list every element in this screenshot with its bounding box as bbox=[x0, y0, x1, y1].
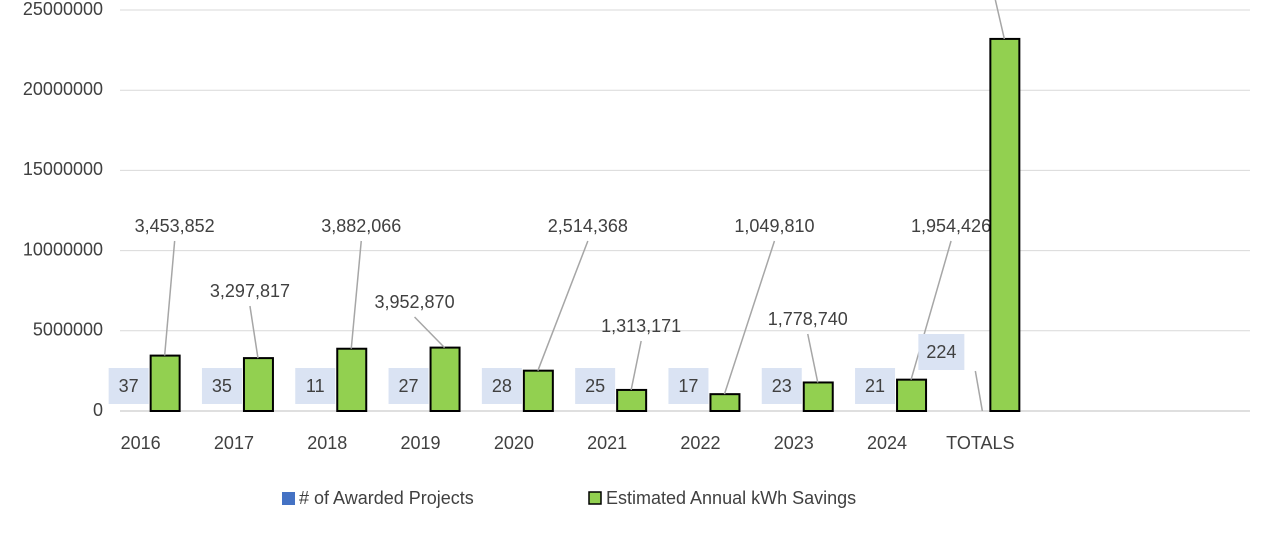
data-label: 17 bbox=[678, 376, 698, 396]
label-box bbox=[918, 334, 965, 370]
y-tick-label: 20000000 bbox=[23, 79, 103, 99]
x-tick-label: 2018 bbox=[307, 433, 347, 453]
data-label: 1,954,426 bbox=[911, 216, 991, 236]
leader-line bbox=[249, 305, 259, 359]
label-box bbox=[201, 368, 242, 404]
data-label: 27 bbox=[399, 376, 419, 396]
bar bbox=[336, 347, 368, 412]
y-tick-label: 5000000 bbox=[33, 320, 103, 340]
leader-line bbox=[537, 240, 589, 371]
label-box bbox=[575, 368, 616, 404]
bar bbox=[616, 388, 648, 412]
data-label: 3,952,870 bbox=[375, 292, 455, 312]
x-tick-label: 2021 bbox=[587, 433, 627, 453]
leader-line bbox=[163, 240, 176, 356]
x-tick-label: 2022 bbox=[680, 433, 720, 453]
leader-line bbox=[994, 0, 1006, 40]
x-tick-label: 2020 bbox=[494, 433, 534, 453]
data-label: 23 bbox=[772, 376, 792, 396]
label-box bbox=[108, 368, 149, 404]
data-label: 1,313,171 bbox=[601, 316, 681, 336]
data-label: 11 bbox=[306, 376, 325, 396]
data-label: 25 bbox=[585, 376, 605, 396]
bar bbox=[896, 378, 928, 412]
leader-line bbox=[910, 240, 952, 380]
data-label: 2,514,368 bbox=[548, 216, 628, 236]
data-label: 3,882,066 bbox=[321, 216, 401, 236]
legend-swatch bbox=[282, 492, 295, 505]
legend-label: Estimated Annual kWh Savings bbox=[606, 488, 856, 508]
data-label: 35 bbox=[212, 376, 232, 396]
leader-line bbox=[630, 340, 642, 391]
label-box bbox=[855, 368, 896, 404]
leader-line bbox=[807, 333, 819, 383]
legend-label: # of Awarded Projects bbox=[299, 488, 474, 508]
data-label: 3,297,817 bbox=[210, 281, 290, 301]
y-tick-label: 10000000 bbox=[23, 239, 103, 259]
bar bbox=[429, 346, 461, 413]
data-label: 28 bbox=[492, 376, 512, 396]
leader-line bbox=[974, 370, 984, 412]
data-label: 224 bbox=[926, 342, 956, 362]
data-label: 21 bbox=[865, 376, 885, 396]
legend-swatch bbox=[588, 491, 602, 505]
bar bbox=[989, 37, 1021, 413]
bar bbox=[149, 354, 181, 413]
bar bbox=[242, 357, 274, 413]
label-box bbox=[295, 368, 336, 404]
bar bbox=[802, 381, 834, 413]
data-label: 1,778,740 bbox=[768, 309, 848, 329]
label-box bbox=[668, 368, 709, 404]
leader-line bbox=[414, 316, 446, 349]
y-tick-label: 0 bbox=[93, 400, 103, 420]
label-box bbox=[481, 368, 522, 404]
x-tick-label: 2023 bbox=[774, 433, 814, 453]
x-tick-label: 2019 bbox=[401, 433, 441, 453]
y-tick-label: 25000000 bbox=[23, 0, 103, 19]
bar bbox=[522, 369, 554, 412]
data-label: 1,049,810 bbox=[734, 216, 814, 236]
data-label: 37 bbox=[119, 376, 139, 396]
leader-line bbox=[723, 240, 776, 395]
bar bbox=[709, 393, 741, 412]
x-tick-label: 2024 bbox=[867, 433, 907, 453]
y-tick-label: 15000000 bbox=[23, 159, 103, 179]
x-tick-label: 2017 bbox=[214, 433, 254, 453]
x-tick-label: TOTALS bbox=[946, 433, 1014, 453]
data-label: 3,453,852 bbox=[135, 216, 215, 236]
x-tick-label: 2016 bbox=[121, 433, 161, 453]
label-box bbox=[388, 368, 429, 404]
label-box bbox=[761, 368, 802, 404]
leader-line bbox=[350, 240, 362, 349]
